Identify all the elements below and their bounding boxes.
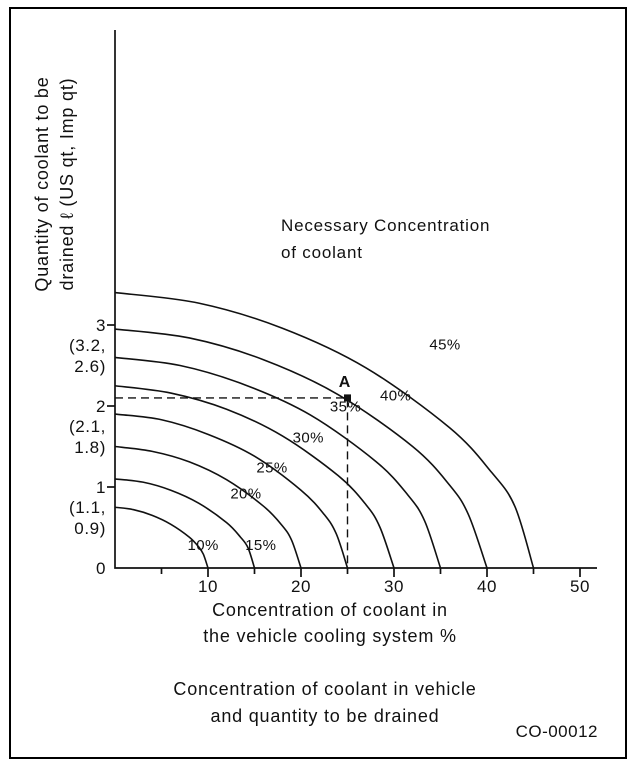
caption-line1: Concentration of coolant in vehicle (173, 679, 477, 699)
x-axis-title: Concentration of coolant in the vehicle … (135, 597, 525, 649)
point-a-marker (344, 394, 351, 402)
curve-20pct (114, 445, 302, 569)
curve-45pct (114, 291, 535, 569)
y-axis-conversion-label: (3.2, (69, 336, 106, 355)
curve-40pct (114, 328, 488, 569)
point-a-label: A (339, 374, 351, 391)
curve-label-30pct: 30% (293, 429, 324, 446)
chart-annotation: Necessary Concentration of coolant (281, 212, 490, 266)
axes-lines (114, 30, 597, 569)
curve-35pct (114, 356, 442, 569)
annotation-line2: of coolant (281, 243, 363, 262)
curve-label-40pct: 40% (380, 387, 411, 404)
curve-15pct (114, 478, 256, 569)
x-axis-tick-label: 20 (291, 577, 311, 596)
curve-label-15pct: 15% (245, 537, 276, 554)
x-axis-tick-label: 30 (384, 577, 404, 596)
figure-caption: Concentration of coolant in vehicle and … (110, 676, 540, 730)
curve-label-45pct: 45% (429, 336, 460, 353)
curve-label-10pct: 10% (188, 537, 219, 554)
x-axis-title-line2: the vehicle cooling system % (203, 626, 457, 646)
y-axis-title: Quantity of coolant to be drained ℓ (US … (30, 23, 80, 345)
y-axis-conversion-label: 1.8) (74, 438, 106, 457)
y-axis-tick-label: 0 (96, 559, 106, 578)
y-axis-conversion-label: (1.1, (69, 498, 106, 517)
y-axis-conversion-label: (2.1, (69, 417, 106, 436)
annotation-line1: Necessary Concentration (281, 216, 491, 235)
curve-30pct (114, 384, 395, 569)
x-axis-tick-label: 50 (570, 577, 590, 596)
y-axis-conversion-label: 2.6) (74, 357, 106, 376)
curve-10pct (114, 506, 209, 569)
curve-label-25pct: 25% (256, 459, 287, 476)
y-axis-tick-label: 2 (96, 397, 106, 416)
figure-frame (9, 7, 627, 759)
curve-25pct (114, 413, 349, 569)
x-axis-tick-label: 40 (477, 577, 497, 596)
y-axis-conversion-label: 0.9) (74, 519, 106, 538)
y-axis-title-line2: drained ℓ (US qt, Imp qt) (57, 77, 77, 291)
curve-label-20pct: 20% (230, 485, 261, 502)
point-a-dashed-guides (115, 397, 349, 568)
x-axis-tick-label: 10 (198, 577, 218, 596)
x-axis-title-line1: Concentration of coolant in (212, 600, 448, 620)
y-axis-title-line1: Quantity of coolant to be (32, 76, 52, 292)
caption-line2: and quantity to be drained (210, 706, 440, 726)
figure-code: CO-00012 (515, 722, 598, 741)
y-axis-tick-label: 1 (96, 478, 106, 497)
y-axis-tick-label: 3 (96, 316, 106, 335)
